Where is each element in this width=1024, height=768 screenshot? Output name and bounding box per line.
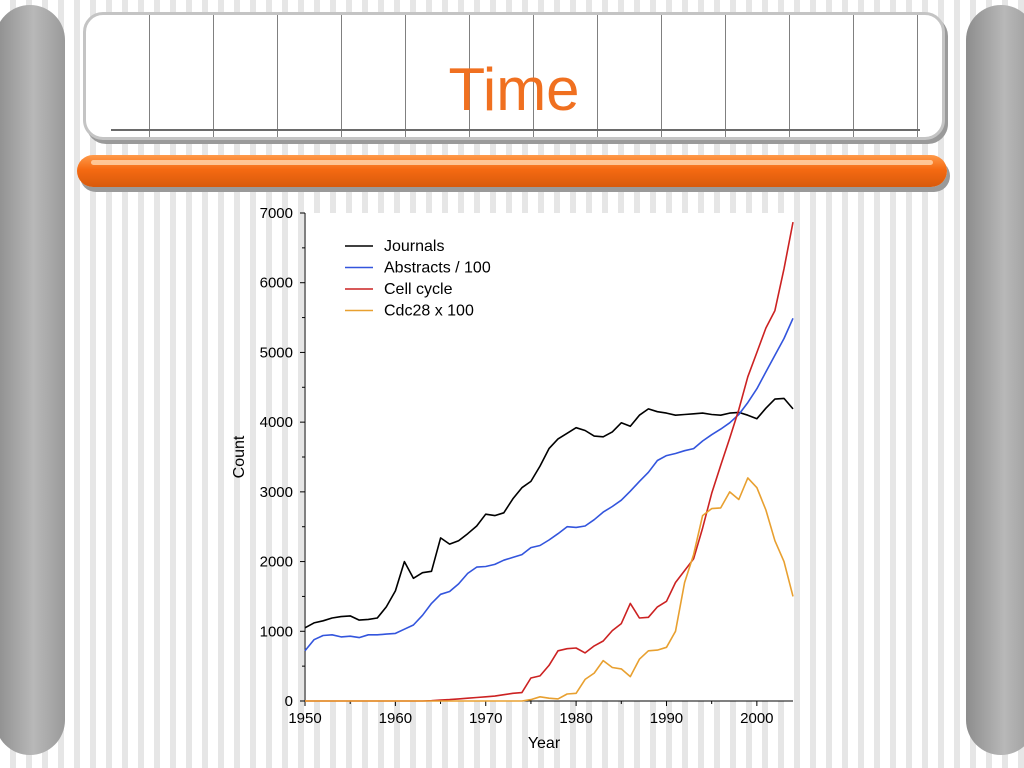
legend-label: Journals — [384, 238, 444, 255]
series-line — [304, 397, 794, 629]
y-tick-label: 2000 — [260, 554, 293, 571]
x-tick-label: 1970 — [469, 710, 502, 727]
orange-divider-bar — [77, 155, 947, 187]
plot-area — [305, 213, 793, 701]
y-tick-label: 5000 — [260, 344, 293, 361]
left-side-pill — [0, 5, 65, 755]
y-tick-label: 7000 — [260, 205, 293, 222]
series-line — [304, 317, 794, 652]
bar-shine — [91, 160, 933, 165]
legend-label: Cell cycle — [384, 281, 453, 298]
right-side-pill — [966, 5, 1024, 755]
title-box: Time — [83, 12, 945, 140]
x-axis-title: Year — [528, 735, 561, 752]
title-underline — [111, 129, 920, 131]
x-tick-label: 1980 — [559, 710, 592, 727]
y-tick-label: 3000 — [260, 484, 293, 501]
title-stripes — [86, 15, 942, 137]
legend-label: Abstracts / 100 — [384, 260, 491, 277]
y-tick-label: 1000 — [260, 623, 293, 640]
x-tick-label: 1960 — [379, 710, 412, 727]
slide-title: Time — [448, 56, 580, 123]
y-axis-title: Count — [231, 435, 248, 478]
x-tick-label: 1950 — [288, 710, 321, 727]
y-tick-label: 4000 — [260, 414, 293, 431]
y-tick-label: 6000 — [260, 275, 293, 292]
y-tick-label: 0 — [285, 693, 293, 710]
legend-label: Cdc28 x 100 — [384, 303, 474, 320]
series-line — [305, 477, 794, 702]
x-tick-label: 2000 — [740, 710, 773, 727]
x-tick-label: 1990 — [650, 710, 683, 727]
